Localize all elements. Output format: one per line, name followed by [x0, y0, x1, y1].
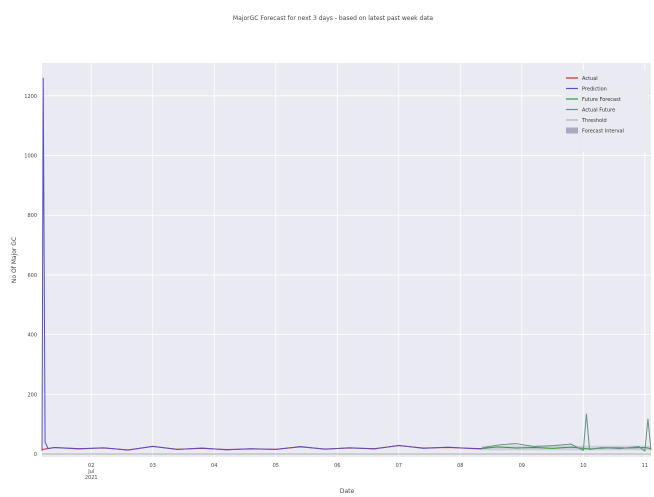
x-tick-label: 05	[273, 463, 279, 469]
grid-lines	[42, 63, 651, 457]
legend-swatch-forecast-interval	[566, 127, 578, 134]
y-tick-labels: 0 200 400 600 800 1000 1200	[24, 94, 37, 458]
legend-box	[562, 70, 648, 152]
series-line-future-forecast	[481, 446, 652, 450]
y-axis-label: No Of Major GC	[11, 237, 18, 283]
forecast-interval-band	[481, 445, 651, 451]
y-tick-label: 1000	[24, 154, 37, 160]
series-line-actual-future	[481, 413, 652, 452]
y-tick-label: 0	[34, 452, 37, 458]
x-tick-label: 08	[457, 463, 463, 469]
x-tick-label: 09	[519, 463, 525, 469]
legend-label-threshold: Threshold	[581, 118, 607, 124]
legend-label-future-forecast: Future Forecast	[582, 97, 621, 103]
legend-label-actual: Actual	[582, 76, 598, 82]
forecast-interval-area	[481, 445, 651, 451]
x-tick-label: 11	[642, 463, 648, 469]
x-tick-label: 10	[580, 463, 586, 469]
x-tick-label: 02 Jul 2021	[85, 463, 98, 481]
legend-label-actual-future: Actual Future	[582, 108, 615, 114]
y-tick-label: 800	[27, 213, 37, 219]
x-tick-label: 03	[150, 463, 156, 469]
x-tick-label: 04	[211, 463, 217, 469]
x-tick-labels: 02 Jul 2021 03 04 05 06 07 08 09 10 11	[85, 463, 648, 481]
y-tick-label: 1200	[24, 94, 37, 100]
plot-area	[42, 63, 651, 457]
x-tick-label: 06	[334, 463, 340, 469]
y-tick-label: 600	[27, 273, 37, 279]
legend: Actual Prediction Future Forecast Actual Fu…	[562, 70, 648, 152]
series-lines	[41, 77, 652, 455]
y-tick-label: 400	[27, 333, 37, 339]
y-tick-label: 200	[27, 392, 37, 398]
chart-title: MajorGC Forecast for next 3 days - based…	[233, 15, 433, 22]
legend-label-prediction: Prediction	[582, 87, 607, 93]
series-line-prediction	[41, 77, 482, 452]
x-tick-label: 07	[396, 463, 402, 469]
legend-label-forecast-interval: Forecast Interval	[582, 129, 624, 135]
x-axis-label: Date	[340, 488, 355, 495]
